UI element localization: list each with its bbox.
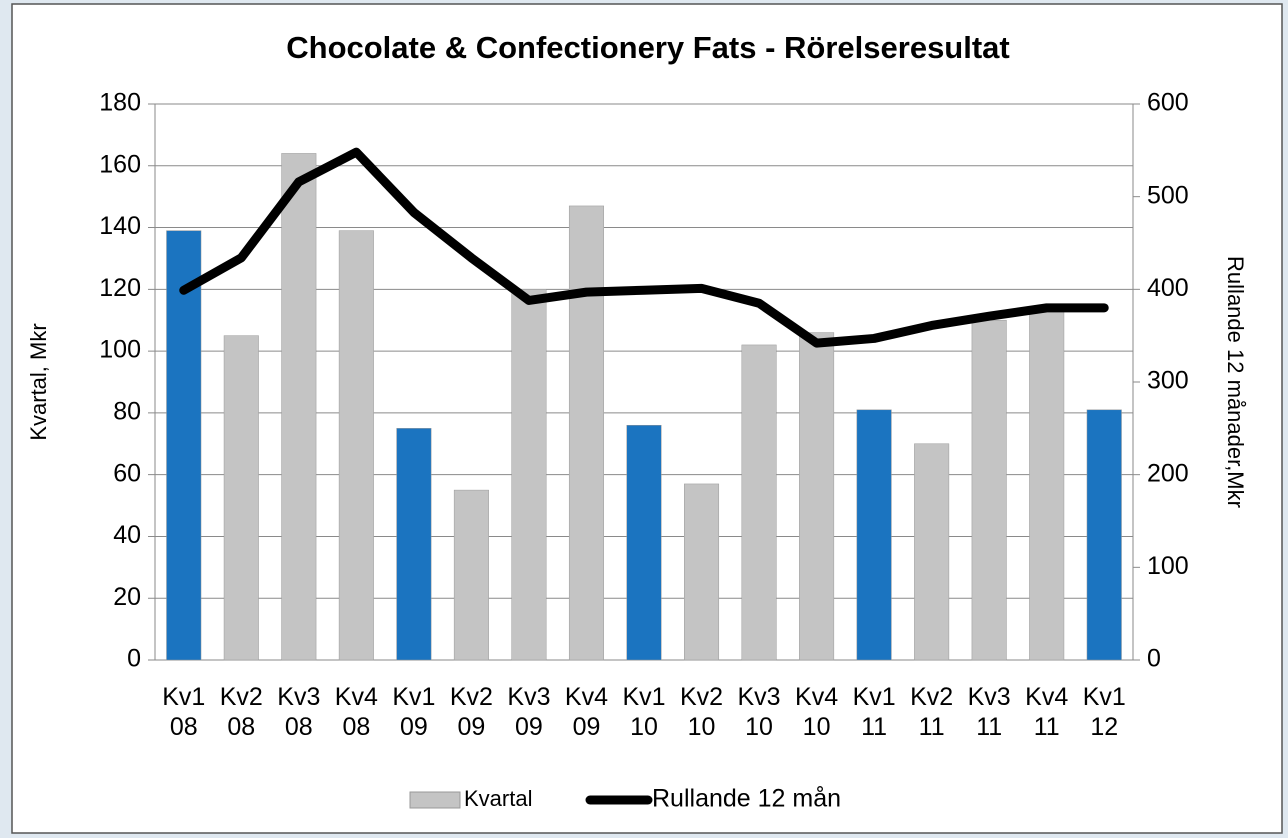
bar xyxy=(338,230,374,661)
x-tick-label: Kv4 11 xyxy=(1025,683,1069,741)
bar xyxy=(741,344,777,661)
y-tick-label: 80 xyxy=(113,397,141,425)
bar xyxy=(684,483,720,661)
bar xyxy=(281,153,317,661)
chart-title: Chocolate & Confectionery Fats - Rörelse… xyxy=(286,30,1010,65)
x-tick-label: Kv4 09 xyxy=(564,683,609,741)
bar xyxy=(396,428,432,661)
y-tick-label: 0 xyxy=(127,645,141,673)
bar xyxy=(453,489,489,661)
chart-frame xyxy=(11,3,1283,834)
x-tick-label: Kv2 08 xyxy=(219,683,263,741)
x-tick-label: Kv2 10 xyxy=(679,683,724,741)
y-axis-label: Kvartal, Mkr xyxy=(26,323,51,440)
y-tick-label: 160 xyxy=(99,150,141,178)
bar xyxy=(971,319,1007,661)
y-tick-label: 20 xyxy=(113,583,141,611)
bar xyxy=(511,289,547,661)
bar xyxy=(568,205,604,661)
bar xyxy=(799,332,835,661)
x-tick-label: Kv2 09 xyxy=(449,683,493,741)
y-tick-label: 100 xyxy=(99,336,141,364)
y2-tick-label: 0 xyxy=(1147,645,1161,673)
x-tick-label: Kv4 10 xyxy=(795,683,839,741)
y-tick-label: 180 xyxy=(99,89,141,117)
y2-tick-label: 300 xyxy=(1147,367,1189,395)
y2-axis-label: Rullande 12 månader,Mkr xyxy=(1223,256,1248,508)
x-tick-label: Kv1 12 xyxy=(1082,683,1126,741)
y-tick-label: 60 xyxy=(113,459,141,487)
bar xyxy=(223,335,259,661)
bar xyxy=(1029,310,1065,661)
bar xyxy=(914,443,950,661)
x-tick-label: Kv1 10 xyxy=(622,683,666,741)
y2-tick-label: 400 xyxy=(1147,274,1189,302)
x-tick-label: Kv1 08 xyxy=(162,683,206,741)
y-tick-label: 40 xyxy=(113,521,141,549)
legend-swatch xyxy=(409,791,461,809)
y2-tick-label: 100 xyxy=(1147,552,1189,580)
bar xyxy=(1086,409,1122,661)
y2-tick-label: 200 xyxy=(1147,459,1189,487)
x-tick-label: Kv3 08 xyxy=(277,683,321,741)
y-tick-label: 140 xyxy=(99,212,141,240)
x-tick-label: Kv3 10 xyxy=(737,683,781,741)
x-tick-label: Kv2 11 xyxy=(910,683,954,741)
legend-label: Rullande 12 mån xyxy=(652,785,841,813)
bar xyxy=(856,409,892,661)
x-tick-label: Kv3 11 xyxy=(967,683,1011,741)
y-tick-label: 120 xyxy=(99,274,141,302)
x-tick-label: Kv1 09 xyxy=(392,683,436,741)
y2-tick-label: 600 xyxy=(1147,89,1189,117)
x-tick-label: Kv1 11 xyxy=(852,683,896,741)
x-tick-label: Kv3 09 xyxy=(507,683,551,741)
line xyxy=(179,147,1109,348)
legend-label: Kvartal xyxy=(464,786,532,811)
bar xyxy=(626,424,662,661)
y2-tick-label: 500 xyxy=(1147,181,1189,209)
x-tick-label: Kv4 08 xyxy=(334,683,378,741)
bar xyxy=(166,230,202,661)
